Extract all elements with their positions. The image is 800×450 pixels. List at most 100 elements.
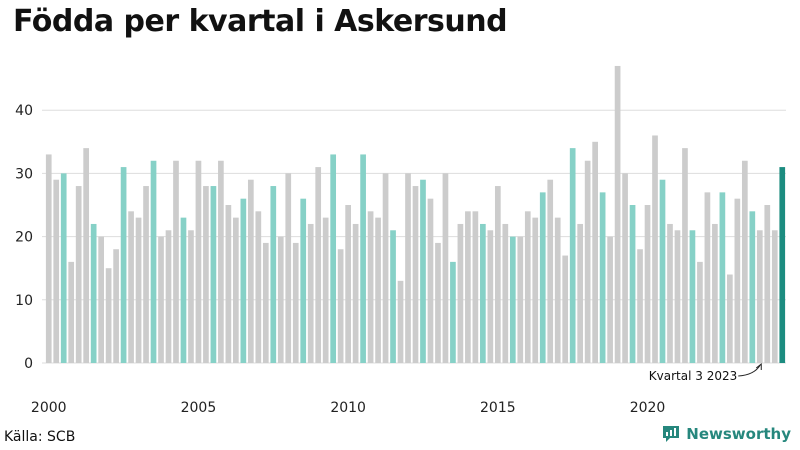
bar	[614, 65, 621, 364]
bar	[165, 230, 172, 363]
bar	[539, 192, 546, 363]
brand-name: Newsworthy	[686, 425, 791, 443]
bar	[83, 148, 90, 363]
bar	[188, 230, 194, 363]
bar	[749, 211, 756, 363]
bars	[45, 65, 786, 364]
bar	[390, 230, 396, 363]
bar	[659, 179, 666, 363]
bar	[210, 186, 217, 363]
bar	[450, 261, 456, 363]
bar	[682, 148, 688, 363]
bar	[480, 223, 486, 363]
bar	[247, 179, 254, 363]
bar	[240, 198, 247, 363]
x-tick-label: 2000	[31, 400, 67, 416]
bar	[218, 160, 224, 363]
bar	[45, 154, 52, 363]
bar	[517, 236, 524, 363]
bar	[173, 160, 179, 363]
x-tick-label: 2015	[480, 400, 516, 416]
bar	[203, 186, 209, 363]
bar	[592, 141, 598, 363]
y-tick-label: 0	[24, 356, 33, 372]
bar	[195, 160, 202, 363]
bar	[435, 242, 441, 363]
bar	[427, 198, 434, 363]
x-axis: 2000 2005 2010 2015 2020	[31, 400, 665, 416]
newsworthy-icon	[663, 426, 680, 442]
bar	[697, 261, 703, 363]
bar	[128, 211, 134, 363]
bar	[644, 205, 651, 363]
bar	[300, 198, 307, 363]
bar	[60, 173, 67, 363]
bar	[704, 192, 711, 363]
bar	[562, 255, 569, 363]
latest-annotation: Kvartal 3 2023	[649, 362, 762, 383]
chart-title: Födda per kvartal i Askersund	[13, 4, 508, 39]
x-tick-label: 2005	[181, 400, 217, 416]
bar	[779, 167, 786, 363]
bar	[727, 274, 733, 363]
bar	[547, 179, 554, 363]
bar	[622, 173, 628, 363]
bar	[502, 223, 509, 363]
bar	[667, 223, 673, 363]
bar	[113, 249, 119, 363]
bar	[629, 205, 636, 363]
bar	[771, 230, 778, 363]
y-axis: 0 10 20 30 40	[15, 103, 33, 372]
bar	[584, 160, 591, 363]
bar	[487, 230, 494, 363]
bar	[352, 223, 359, 363]
bar	[277, 236, 284, 363]
bar	[607, 236, 613, 363]
y-tick-label: 40	[15, 103, 33, 119]
bar	[442, 173, 449, 363]
bar	[756, 230, 763, 363]
bar	[337, 249, 344, 363]
bar	[322, 217, 329, 363]
bar	[180, 217, 187, 363]
bar	[330, 154, 337, 363]
y-tick-label: 30	[15, 166, 33, 182]
newsworthy-logo[interactable]: Newsworthy	[661, 424, 791, 444]
bar	[345, 205, 351, 363]
x-tick-label: 2020	[630, 400, 666, 416]
y-tick-label: 10	[15, 293, 33, 309]
bar	[712, 223, 718, 363]
bar	[98, 236, 104, 363]
bar	[554, 217, 561, 363]
bar	[53, 179, 60, 363]
bar	[150, 160, 157, 363]
bar	[270, 186, 277, 363]
bar	[255, 211, 262, 363]
bar	[382, 173, 389, 363]
bar	[225, 205, 232, 363]
bar	[75, 186, 82, 363]
bar	[158, 236, 164, 363]
bar	[307, 223, 314, 363]
bar	[734, 198, 741, 363]
bar	[674, 230, 681, 363]
bar	[412, 186, 419, 363]
bar	[652, 135, 658, 363]
bar	[465, 211, 471, 363]
bar	[764, 205, 771, 363]
bar	[457, 223, 464, 363]
bar	[494, 186, 501, 363]
bar	[569, 148, 576, 363]
bar	[262, 242, 269, 363]
annotation-arrowhead	[755, 362, 762, 370]
bar	[532, 217, 539, 363]
bar	[315, 167, 322, 363]
bar	[135, 217, 142, 363]
bar	[420, 179, 426, 363]
bar	[397, 280, 404, 363]
bar	[233, 217, 239, 363]
annotation-label: Kvartal 3 2023	[649, 369, 737, 383]
bar	[472, 211, 479, 363]
bar	[689, 230, 696, 363]
bar	[143, 186, 149, 363]
